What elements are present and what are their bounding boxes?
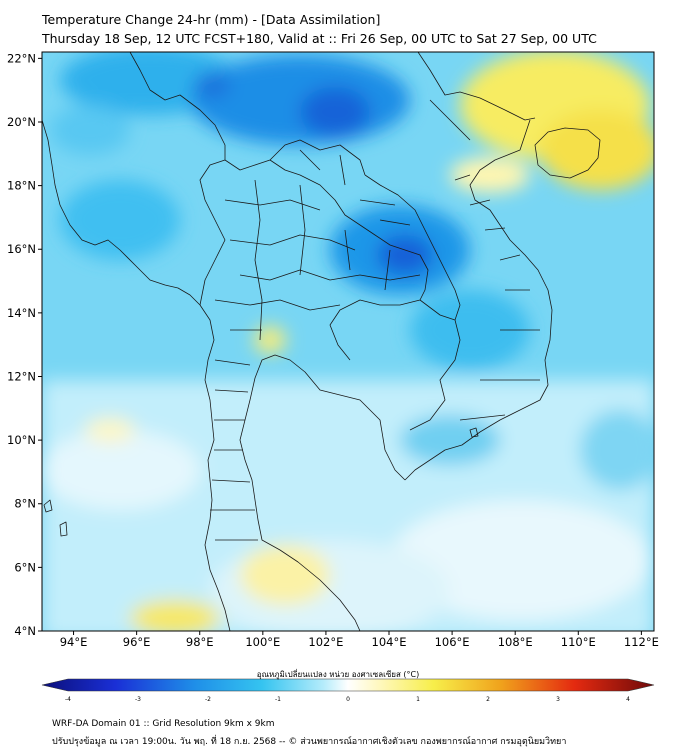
footer-credit: ปรับปรุงข้อมูล ณ เวลา 19:00น. วัน พฤ. ที… [52, 737, 567, 747]
temperature-field [42, 52, 654, 631]
longitude-axis: 94°E 96°E 98°E 100°E 102°E 104°E 106°E 108°E 110… [60, 631, 659, 649]
lat-tick-label: 10°N [7, 433, 36, 447]
colorbar-tick-label: 2 [486, 696, 490, 703]
colorbar-tick-label: 4 [626, 696, 630, 703]
colorbar-ticks: -4 -3 -2 -1 0 1 2 3 4 [65, 696, 630, 703]
map-frame [41, 51, 655, 632]
colorbar-tick-label: 1 [416, 696, 420, 703]
colorbar-tick-label: -3 [135, 696, 141, 703]
lon-tick-label: 94°E [60, 635, 88, 649]
map-subtitle: Thursday 18 Sep, 12 UTC FCST+180, Valid … [42, 31, 597, 46]
lat-tick-label: 20°N [7, 115, 36, 129]
latitude-axis: 22°N 20°N 18°N 16°N 14°N 12°N 10°N 8°N 6°N 4°N [7, 51, 42, 638]
colorbar-tick-label: -4 [65, 696, 71, 703]
lat-tick-label: 18°N [7, 179, 36, 193]
lat-tick-label: 8°N [14, 497, 36, 511]
lon-tick-label: 106°E [435, 635, 470, 649]
lat-tick-label: 4°N [14, 624, 36, 638]
lon-tick-label: 96°E [123, 635, 151, 649]
colorbar: -4 -3 -2 -1 0 1 2 3 4 [41, 678, 655, 703]
lon-tick-label: 102°E [308, 635, 343, 649]
lat-tick-label: 22°N [7, 51, 36, 65]
colorbar-tick-label: 0 [346, 696, 350, 703]
map-title: Temperature Change 24-hr (mm) - [Data As… [42, 12, 381, 27]
lon-tick-label: 104°E [372, 635, 407, 649]
colorbar-tick-label: 3 [556, 696, 560, 703]
lon-tick-label: 108°E [498, 635, 533, 649]
lat-tick-label: 12°N [7, 369, 36, 383]
lat-tick-label: 16°N [7, 242, 36, 256]
lat-tick-label: 6°N [14, 560, 36, 574]
lon-tick-label: 112°E [624, 635, 659, 649]
colorbar-tick-label: -1 [275, 696, 281, 703]
country-borders [42, 52, 601, 631]
lon-tick-label: 110°E [561, 635, 596, 649]
lat-tick-label: 14°N [7, 306, 36, 320]
colorbar-gradient [41, 678, 655, 692]
lon-tick-label: 100°E [245, 635, 280, 649]
lon-tick-label: 98°E [186, 635, 214, 649]
footer-model-info: WRF-DA Domain 01 :: Grid Resolution 9km … [52, 719, 275, 729]
colorbar-label: อุณหภูมิเปลี่ยนแปลง หน่วย องศาเซลเซียส (… [256, 670, 420, 679]
colorbar-tick-label: -2 [205, 696, 211, 703]
